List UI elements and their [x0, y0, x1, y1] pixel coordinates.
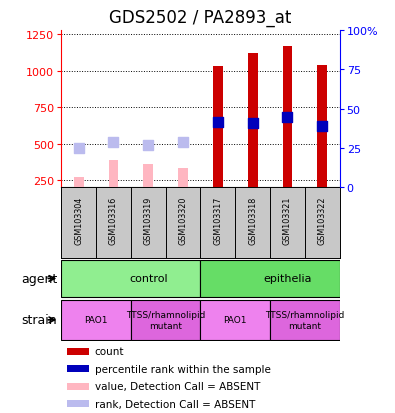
- Bar: [74, 178, 83, 188]
- FancyBboxPatch shape: [270, 300, 340, 340]
- Text: TTSS/rhamnolipid
mutant: TTSS/rhamnolipid mutant: [265, 311, 344, 330]
- Text: GSM103322: GSM103322: [318, 196, 327, 245]
- Bar: [67, 382, 89, 390]
- Text: GSM103321: GSM103321: [283, 196, 292, 244]
- Point: [75, 145, 82, 152]
- Bar: [67, 366, 89, 373]
- Text: GSM103319: GSM103319: [144, 196, 153, 244]
- Bar: [213, 67, 223, 188]
- Point: [110, 140, 117, 146]
- FancyBboxPatch shape: [61, 300, 131, 340]
- FancyBboxPatch shape: [61, 260, 200, 297]
- Bar: [178, 169, 188, 188]
- Text: rank, Detection Call = ABSENT: rank, Detection Call = ABSENT: [95, 399, 255, 408]
- Text: GSM103316: GSM103316: [109, 196, 118, 244]
- Bar: [143, 165, 153, 188]
- Bar: [67, 400, 89, 407]
- Point: [215, 119, 221, 126]
- Text: GSM103320: GSM103320: [179, 196, 188, 244]
- Bar: [248, 54, 258, 188]
- Bar: [67, 348, 89, 355]
- Text: GSM103318: GSM103318: [248, 196, 257, 244]
- Text: strain: strain: [22, 313, 57, 327]
- Text: control: control: [129, 274, 167, 284]
- Point: [145, 142, 151, 149]
- Point: [180, 140, 186, 146]
- Text: PAO1: PAO1: [224, 316, 247, 325]
- Point: [250, 120, 256, 126]
- Text: PAO1: PAO1: [84, 316, 108, 325]
- Point: [319, 123, 325, 130]
- FancyBboxPatch shape: [200, 300, 270, 340]
- Bar: [282, 47, 292, 188]
- Point: [284, 115, 291, 121]
- Text: value, Detection Call = ABSENT: value, Detection Call = ABSENT: [95, 381, 260, 391]
- FancyBboxPatch shape: [131, 300, 200, 340]
- Bar: [318, 66, 327, 188]
- Bar: [109, 160, 118, 188]
- Text: GSM103304: GSM103304: [74, 196, 83, 244]
- Text: TTSS/rhamnolipid
mutant: TTSS/rhamnolipid mutant: [126, 311, 205, 330]
- Text: agent: agent: [21, 272, 57, 285]
- FancyBboxPatch shape: [200, 260, 340, 297]
- Text: count: count: [95, 347, 124, 356]
- Text: epithelia: epithelia: [263, 274, 312, 284]
- Text: percentile rank within the sample: percentile rank within the sample: [95, 364, 271, 374]
- Title: GDS2502 / PA2893_at: GDS2502 / PA2893_at: [109, 9, 292, 26]
- Text: GSM103317: GSM103317: [213, 196, 222, 244]
